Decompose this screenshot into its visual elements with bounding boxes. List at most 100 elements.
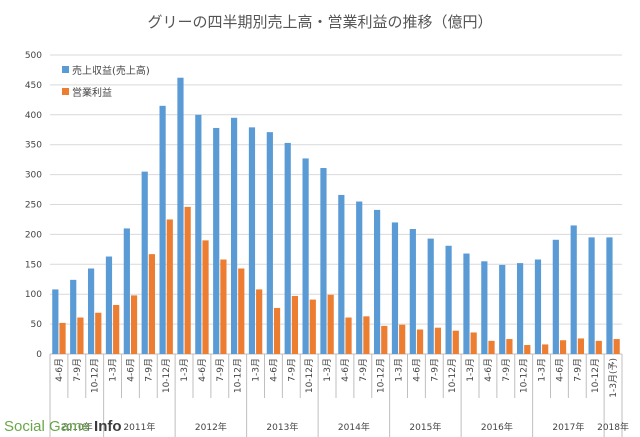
x-tick-label: 1-3月 [322, 358, 333, 382]
bar-sales [159, 105, 166, 354]
bar-sales [516, 263, 524, 354]
year-label: 2013年 [266, 421, 298, 433]
bar-sales [230, 117, 238, 354]
year-label: 2016年 [481, 421, 513, 433]
y-tick-label: 150 [25, 260, 42, 270]
bar-sales [87, 268, 95, 354]
bar-sales [606, 237, 613, 354]
bar-sales [445, 245, 452, 354]
x-tick-label: 4-6月 [411, 358, 422, 382]
bar-sales [499, 264, 506, 354]
x-tick-label: 10-12月 [90, 358, 101, 393]
x-tick-label: 1-3月 [394, 358, 405, 382]
social-game-info-logo: Social Game Info [4, 418, 122, 435]
bar-sales [427, 238, 434, 354]
y-tick-label: 0 [36, 350, 42, 360]
bar-operating-profit [488, 340, 495, 354]
bar-sales [320, 168, 327, 354]
bar-operating-profit [416, 329, 424, 354]
bars [52, 77, 620, 355]
x-tick-label: 4-6月 [54, 358, 65, 382]
bar-operating-profit [381, 325, 388, 354]
x-tick-label: 4-6月 [197, 358, 208, 382]
bar-sales [463, 253, 470, 354]
legend-swatch-operating-profit [62, 88, 69, 95]
legend: 売上収益(売上高) 営業利益 [62, 64, 150, 99]
x-tick-label: 7-9月 [572, 358, 583, 382]
x-tick-label: 1-3月 [465, 358, 476, 382]
x-tick-label: 7-9月 [286, 358, 297, 382]
bar-sales [588, 237, 595, 354]
x-tick-label: 4-6月 [483, 358, 494, 382]
legend-label-operating-profit: 営業利益 [72, 86, 112, 99]
bar-operating-profit [59, 322, 66, 354]
x-tick-label: 4-6月 [125, 358, 136, 382]
x-tick-label: 10-12月 [447, 358, 458, 393]
y-tick-label: 500 [25, 51, 42, 61]
watermark-strong: Info [94, 418, 122, 435]
y-tick-label: 350 [25, 141, 42, 151]
bar-sales [70, 279, 77, 354]
bar-operating-profit [595, 340, 602, 354]
bar-operating-profit [327, 294, 334, 354]
x-tick-label: 10-12月 [590, 358, 601, 393]
x-tick-label: 10-12月 [161, 358, 172, 393]
bar-operating-profit [506, 339, 513, 354]
x-tick-label: 10-12月 [233, 358, 244, 393]
bar-operating-profit [577, 338, 585, 354]
y-tick-label: 400 [25, 111, 42, 121]
year-label: 2017年 [552, 421, 584, 433]
legend-label-sales: 売上収益(売上高) [72, 64, 150, 77]
bar-operating-profit [220, 259, 227, 354]
year-label: 2015年 [409, 421, 441, 433]
y-tick-label: 200 [25, 230, 42, 240]
bar-sales [409, 229, 416, 354]
bar-sales [356, 201, 363, 354]
chart-title: グリーの四半期別売上高・営業利益の推移（億円） [147, 13, 492, 31]
bar-operating-profit [130, 295, 138, 354]
bar-sales [195, 114, 202, 354]
x-axis: 4-6月 7-9月 10-12月 1-3月 4-6月 7-9月 10-12月 1-3月 4-6月… [49, 354, 629, 437]
bar-sales [570, 225, 577, 354]
year-label: 2014年 [338, 421, 370, 433]
bar-sales [481, 261, 488, 354]
bar-operating-profit [542, 344, 549, 354]
x-tick-label: 4-6月 [340, 358, 351, 382]
x-tick-label: 7-9月 [501, 358, 512, 382]
x-tick-label: 1-3月 [537, 358, 548, 382]
bar-operating-profit [273, 307, 281, 354]
bar-operating-profit [95, 312, 102, 354]
bar-sales [534, 259, 542, 354]
y-tick-label: 250 [25, 201, 42, 211]
x-tick-label: 7-9月 [358, 358, 369, 382]
bar-operating-profit [184, 206, 191, 354]
y-axis-ticks: 0 50 100 150 200 250 300 350 400 450 500 [25, 51, 42, 360]
watermark-text: Social Game [4, 418, 90, 435]
bar-operating-profit [363, 316, 370, 354]
bar-operating-profit [524, 345, 531, 354]
year-label: 2011年 [123, 421, 155, 433]
legend-swatch-sales [62, 66, 69, 73]
y-tick-label: 50 [31, 320, 43, 330]
bar-operating-profit [291, 295, 299, 354]
y-tick-label: 300 [25, 171, 42, 181]
x-tick-label: 7-9月 [72, 358, 83, 382]
bar-sales [52, 289, 59, 354]
x-tick-label: 10-12月 [304, 358, 315, 393]
x-tick-label: 1-3月 [108, 358, 119, 382]
bar-sales [391, 222, 399, 354]
bar-operating-profit [113, 304, 120, 354]
bar-operating-profit [77, 317, 84, 354]
bar-sales [338, 194, 345, 354]
bar-sales [105, 256, 113, 354]
bar-operating-profit [202, 240, 209, 354]
bar-operating-profit [309, 299, 316, 354]
bar-operating-profit [559, 340, 567, 354]
x-tick-label: 10-12月 [376, 358, 387, 393]
bar-sales [177, 77, 184, 354]
x-tick-label: 7-9月 [143, 358, 154, 382]
bar-sales [213, 127, 220, 355]
year-label: 2010年 [61, 421, 93, 433]
x-tick-label: 1-3月(予) [608, 358, 619, 398]
